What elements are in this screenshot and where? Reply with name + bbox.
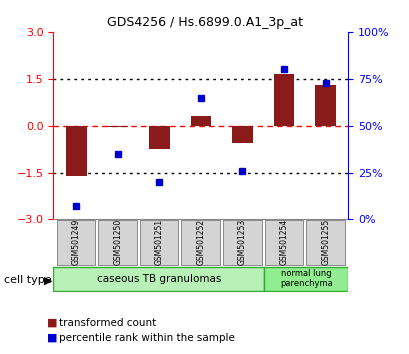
Bar — [65, 126, 86, 176]
Text: GSM501252: GSM501252 — [196, 218, 205, 265]
Text: GSM501249: GSM501249 — [72, 218, 81, 265]
Bar — [231, 126, 252, 143]
Bar — [263, 267, 348, 291]
Text: GSM501251: GSM501251 — [155, 218, 164, 265]
Text: GSM501254: GSM501254 — [279, 218, 288, 265]
Text: transformed count: transformed count — [59, 318, 156, 328]
Bar — [98, 221, 137, 264]
Text: caseous TB granulomas: caseous TB granulomas — [96, 274, 220, 284]
Text: normal lung
parenchyma: normal lung parenchyma — [279, 269, 332, 289]
Bar — [181, 221, 220, 264]
Text: cell type: cell type — [4, 275, 52, 285]
Bar — [190, 116, 211, 126]
Bar — [56, 221, 95, 264]
Bar — [222, 221, 261, 264]
Bar — [53, 267, 263, 291]
Text: GSM501253: GSM501253 — [237, 218, 246, 265]
Bar — [148, 126, 169, 149]
Bar — [107, 126, 128, 127]
Bar — [315, 85, 335, 126]
Text: GSM501250: GSM501250 — [113, 218, 122, 265]
Text: GDS4256 / Hs.6899.0.A1_3p_at: GDS4256 / Hs.6899.0.A1_3p_at — [107, 16, 302, 29]
Text: ■: ■ — [47, 333, 58, 343]
Bar — [264, 221, 302, 264]
Bar — [273, 74, 294, 126]
Text: percentile rank within the sample: percentile rank within the sample — [59, 333, 235, 343]
Text: ▶: ▶ — [44, 275, 53, 285]
Text: GSM501255: GSM501255 — [320, 218, 329, 265]
Bar — [306, 221, 344, 264]
Text: ■: ■ — [47, 318, 58, 328]
Bar — [139, 221, 178, 264]
